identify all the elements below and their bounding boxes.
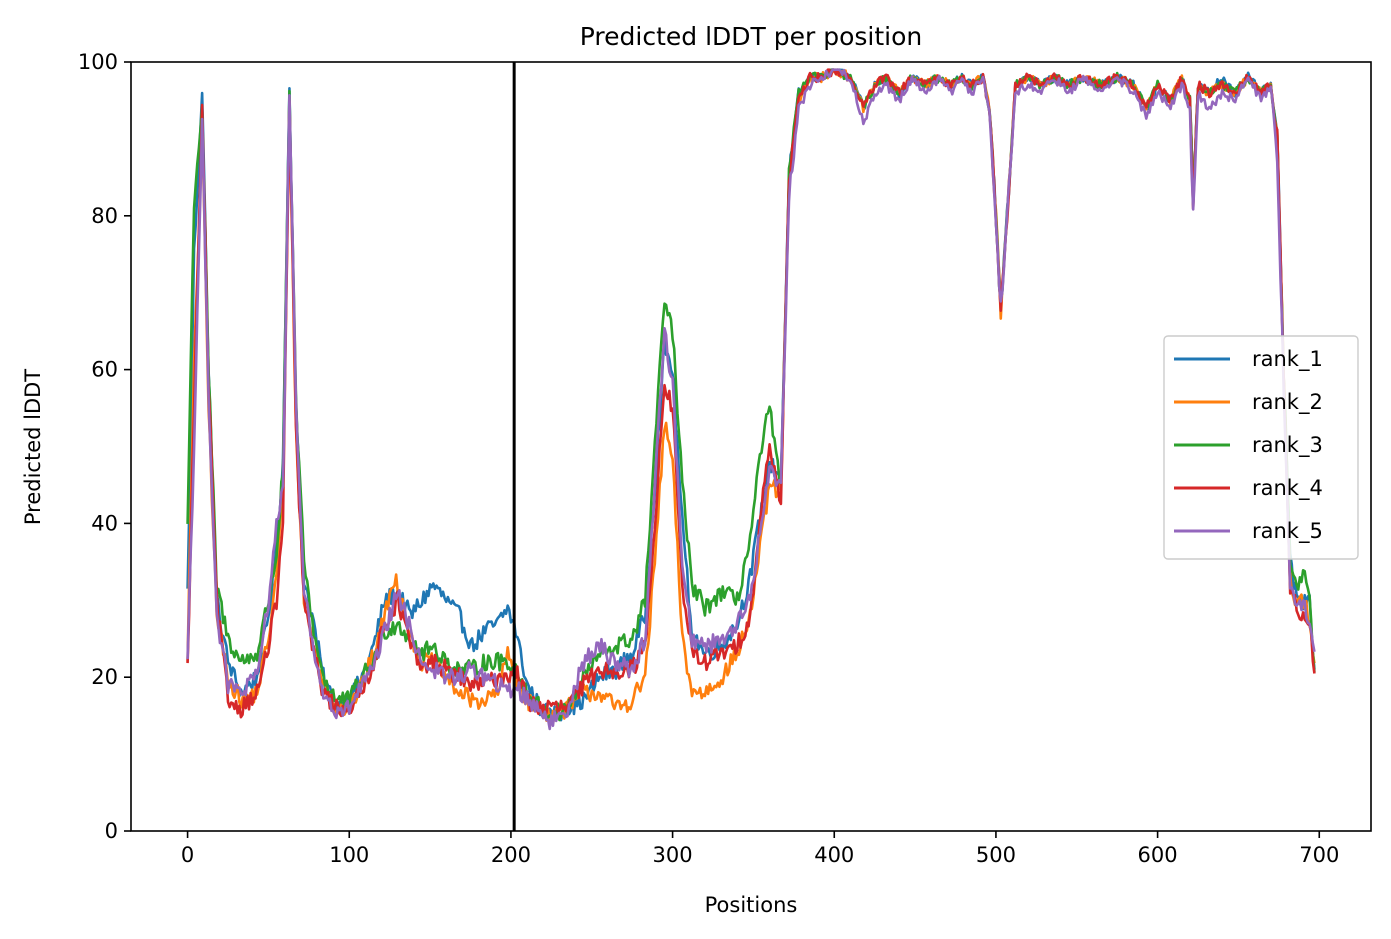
x-tick-label: 500 [976,843,1016,867]
plot-area [186,62,1316,831]
x-tick-label: 600 [1138,843,1178,867]
y-tick-label: 0 [105,819,118,843]
x-tick-label: 100 [329,843,369,867]
series-line-rank_5 [186,68,1316,731]
x-axis-label: Positions [705,893,798,917]
x-tick-label: 200 [491,843,531,867]
legend-box [1163,335,1359,560]
axes-frame [130,61,1372,832]
y-axis-label: Predicted lDDT [21,369,45,525]
legend: rank_1 rank_2 rank_3 rank_4 rank_5 [1163,335,1359,560]
legend-label-rank_1: rank_1 [1252,347,1323,372]
chart-title: Predicted lDDT per position [580,22,922,51]
x-tick-label: 400 [814,843,854,867]
x-tick-label: 300 [653,843,693,867]
legend-label-rank_3: rank_3 [1252,433,1323,458]
legend-label-rank_2: rank_2 [1252,390,1323,415]
y-tick-label: 80 [91,204,118,228]
y-tick-label: 20 [91,665,118,689]
x-tick-label: 700 [1299,843,1339,867]
legend-label-rank_5: rank_5 [1252,519,1323,544]
axes: 0 100 200 300 400 500 600 700 0 20 40 60 80 100 [78,50,1372,867]
y-tick-label: 60 [91,358,118,382]
y-tick-label: 100 [78,50,118,74]
y-tick-label: 40 [91,511,118,535]
legend-label-rank_4: rank_4 [1252,476,1323,501]
x-tick-label: 0 [181,843,194,867]
